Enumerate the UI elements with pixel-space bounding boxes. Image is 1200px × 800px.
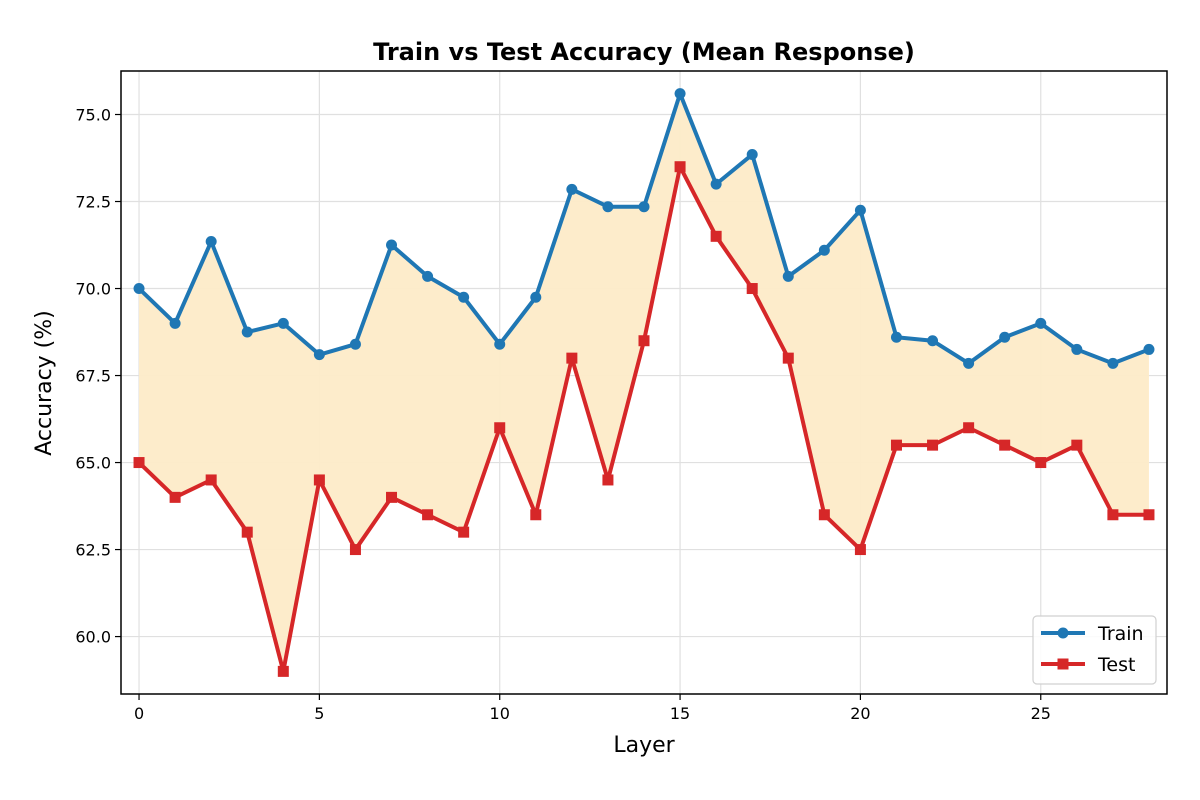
data-point [1035, 317, 1047, 329]
y-tick-label: 62.5 [75, 541, 111, 560]
axes-frame [120, 70, 1168, 695]
data-point [241, 326, 253, 338]
data-point [241, 526, 253, 538]
data-point [313, 474, 325, 486]
y-tick-label: 65.0 [75, 454, 111, 473]
data-point [494, 338, 506, 350]
y-tick-label: 60.0 [75, 628, 111, 647]
data-point [458, 526, 470, 538]
data-point [963, 357, 975, 369]
data-point [854, 204, 866, 216]
data-point [1071, 343, 1083, 355]
data-point [133, 283, 145, 295]
data-point [1143, 509, 1155, 521]
data-point [746, 149, 758, 161]
data-point [530, 509, 542, 521]
data-point [674, 88, 686, 100]
x-tick-label: 15 [670, 704, 690, 723]
data-point [422, 270, 434, 282]
data-point [1143, 343, 1155, 355]
data-point [349, 338, 361, 350]
data-point [169, 317, 181, 329]
data-point [782, 352, 794, 364]
data-point [277, 665, 289, 677]
data-point [674, 161, 686, 173]
legend-label-test: Test [1097, 654, 1135, 676]
data-point [638, 201, 650, 213]
data-point [566, 183, 578, 195]
data-point [854, 544, 866, 556]
data-point [205, 474, 217, 486]
data-point [458, 291, 470, 303]
data-point [710, 230, 722, 242]
plot-area: 0 5 10 15 20 25 60.0 62.5 65.0 67.5 70.0 72.5 75.0 [75, 70, 1168, 723]
data-point [927, 439, 939, 451]
chart-title: Train vs Test Accuracy (Mean Response) [373, 38, 915, 66]
legend: Train Test [1032, 615, 1157, 685]
data-point [530, 291, 542, 303]
data-point [818, 509, 830, 521]
data-point [1107, 357, 1119, 369]
data-point [566, 352, 578, 364]
data-point [313, 349, 325, 361]
data-point [277, 317, 289, 329]
y-tick-label: 72.5 [75, 193, 111, 212]
data-point [1107, 509, 1119, 521]
legend-label-train: Train [1097, 623, 1144, 645]
legend-marker [1057, 627, 1069, 639]
data-point [999, 439, 1011, 451]
x-tick-label: 20 [850, 704, 870, 723]
x-axis-label: Layer [613, 733, 675, 758]
gap-fill [139, 93, 1149, 672]
y-axis-label: Accuracy (%) [32, 310, 57, 456]
data-point [386, 239, 398, 251]
data-point [205, 236, 217, 248]
data-point [818, 244, 830, 256]
x-tick-label: 10 [490, 704, 510, 723]
data-point [999, 331, 1011, 343]
data-point [133, 457, 145, 469]
data-point [782, 270, 794, 282]
y-tick-label: 75.0 [75, 106, 111, 125]
data-point [602, 201, 614, 213]
data-point [494, 422, 506, 434]
legend-marker [1057, 658, 1069, 670]
y-tick-label: 67.5 [75, 367, 111, 386]
x-tick-label: 25 [1031, 704, 1051, 723]
data-point [963, 422, 975, 434]
data-point [890, 439, 902, 451]
data-point [890, 331, 902, 343]
y-tick-label: 70.0 [75, 280, 111, 299]
data-point [169, 491, 181, 503]
x-tick-label: 5 [314, 704, 324, 723]
data-point [349, 544, 361, 556]
data-point [1071, 439, 1083, 451]
data-point [927, 335, 939, 347]
data-point [602, 474, 614, 486]
data-point [710, 178, 722, 190]
data-point [422, 509, 434, 521]
data-point [1035, 457, 1047, 469]
data-point [638, 335, 650, 347]
data-point [746, 283, 758, 295]
data-point [386, 491, 398, 503]
x-tick-label: 0 [134, 704, 144, 723]
